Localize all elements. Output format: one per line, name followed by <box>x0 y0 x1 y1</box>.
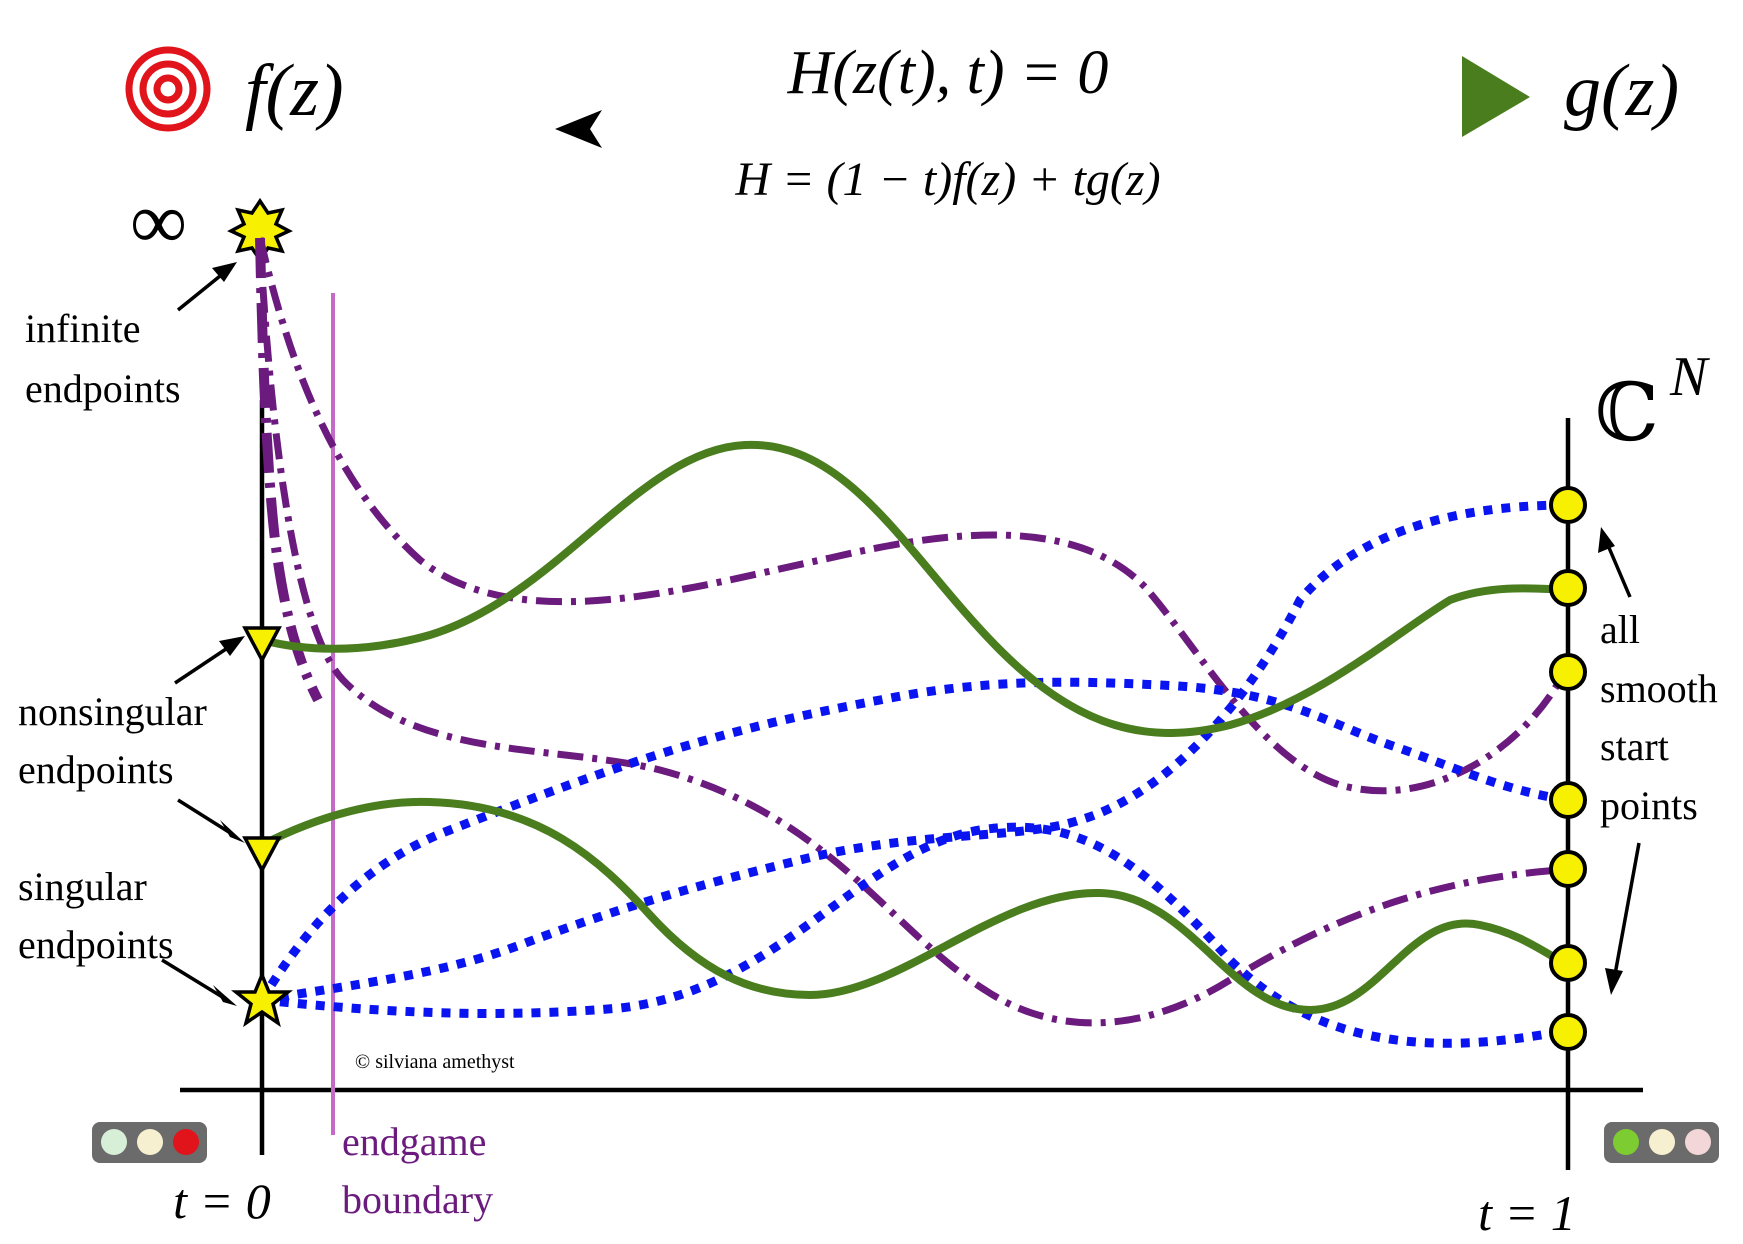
annotation-arrows <box>161 262 1641 1006</box>
arrow-to-infinity <box>176 262 237 312</box>
arrow-to-bottom-start-point <box>1605 842 1641 995</box>
play-triangle-icon <box>1462 56 1530 137</box>
svg-text:endpoints: endpoints <box>18 747 174 792</box>
solution-paths <box>255 237 1570 1048</box>
target-icon <box>125 46 211 132</box>
smooth-start-points-label: all smooth start points <box>1600 607 1718 828</box>
complex-space-label: ℂ <box>1595 370 1659 458</box>
start-point <box>1549 653 1587 691</box>
dotted-path-2 <box>261 500 1569 1005</box>
t-one-label: t = 1 <box>1478 1185 1576 1241</box>
dashdot-path-3 <box>255 237 323 703</box>
traffic-light-green-off <box>101 1129 127 1155</box>
singular-endpoint-star <box>231 970 293 1028</box>
dashdot-path-2 <box>256 237 1561 1027</box>
homotopy-formula: H = (1 − t)f(z) + tg(z) <box>734 153 1160 206</box>
traffic-light-yellow-off <box>137 1129 163 1155</box>
arrow-to-nonsingular-upper <box>174 636 245 685</box>
start-point <box>1549 850 1587 888</box>
arrow-to-top-start-point <box>1598 527 1632 598</box>
dotted-path-3 <box>261 822 1569 1048</box>
svg-text:endpoints: endpoints <box>18 922 174 967</box>
nonsingular-endpoint-lower <box>242 836 282 874</box>
start-points <box>1549 486 1587 1051</box>
traffic-light-yellow-off <box>1649 1129 1675 1155</box>
svg-text:nonsingular: nonsingular <box>18 689 207 734</box>
solid-path-1 <box>260 440 1569 737</box>
svg-text:all: all <box>1600 607 1640 652</box>
infinite-endpoints-label: infinite endpoints <box>25 306 181 411</box>
svg-text:infinite: infinite <box>25 306 141 351</box>
start-system-label: g(z) <box>1564 50 1679 132</box>
start-point <box>1549 1013 1587 1051</box>
infinity-symbol: ∞ <box>130 178 187 266</box>
arrow-to-nonsingular-lower <box>177 798 245 843</box>
solid-path-2 <box>260 797 1570 1015</box>
t-zero-label: t = 0 <box>173 1173 271 1229</box>
endpoint-markers <box>231 626 293 1028</box>
arrow-to-singular <box>161 958 237 1006</box>
start-point <box>1549 944 1587 982</box>
singular-endpoints-label: singular endpoints <box>18 864 174 967</box>
start-point <box>1549 486 1587 524</box>
traffic-light-green-on <box>1613 1129 1639 1155</box>
homotopy-direction-arrow <box>555 110 1305 148</box>
endgame-boundary-label: endgame boundary <box>342 1119 493 1222</box>
nonsingular-endpoints-label: nonsingular endpoints <box>18 689 207 792</box>
svg-text:start: start <box>1600 724 1669 769</box>
svg-text:singular: singular <box>18 864 147 909</box>
start-point <box>1549 569 1587 607</box>
svg-text:smooth: smooth <box>1600 666 1718 711</box>
homotopy-equation: H(z(t), t) = 0 <box>787 39 1109 107</box>
svg-text:endgame: endgame <box>342 1119 486 1164</box>
svg-text:boundary: boundary <box>342 1177 493 1222</box>
traffic-light-red-off <box>1685 1129 1711 1155</box>
nonsingular-endpoint-upper <box>242 626 282 664</box>
svg-text:endpoints: endpoints <box>25 366 181 411</box>
copyright-text: © silviana amethyst <box>355 1051 515 1073</box>
dotted-path-1 <box>258 677 1569 1003</box>
dashdot-path-1 <box>256 237 1564 795</box>
traffic-light-left <box>92 1122 207 1163</box>
complex-space-exponent: N <box>1669 346 1710 408</box>
start-point <box>1549 781 1587 819</box>
traffic-light-right <box>1604 1122 1719 1163</box>
svg-text:points: points <box>1600 783 1698 828</box>
traffic-light-red-on <box>173 1129 199 1155</box>
target-function-label: f(z) <box>245 50 344 132</box>
